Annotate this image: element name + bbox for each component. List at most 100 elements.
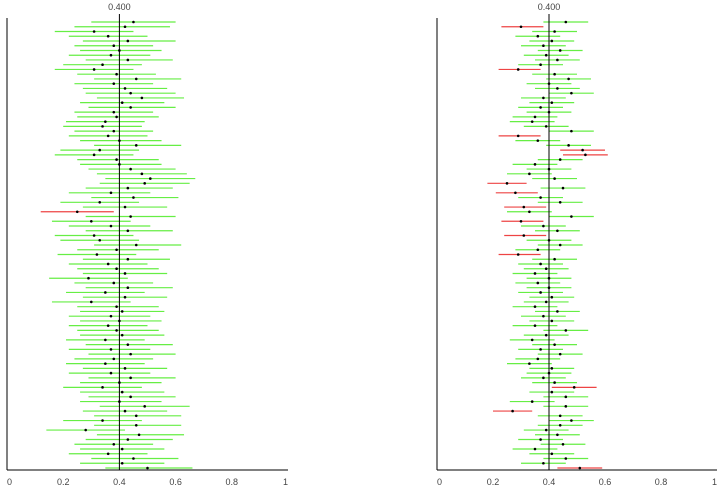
point-estimate [104,120,107,123]
point-estimate [570,91,573,95]
point-estimate [134,144,138,147]
point-estimate [553,343,556,346]
point-estimate [536,139,540,142]
point-estimate [112,442,116,446]
point-estimate [558,414,562,418]
point-estimate [106,324,110,327]
point-estimate [101,125,104,128]
point-estimate [112,281,116,285]
point-estimate [140,96,144,100]
point-estimate [123,25,127,29]
point-estimate [533,447,537,451]
chart-panel-wide-intervals: 0 0.2 0.4 0.6 0.8 1 0.400 [6,2,288,487]
point-estimate [558,243,562,247]
point-estimate [129,91,132,95]
point-estimate [134,77,138,81]
point-estimate [516,253,520,256]
point-estimate [570,419,573,422]
point-estimate [132,457,135,460]
point-estimate [544,53,548,57]
point-estimate [570,215,573,218]
point-estimate [123,409,127,413]
point-estimate [514,191,517,195]
point-estimate [558,158,562,161]
point-estimate [522,234,526,237]
point-estimate [126,229,130,233]
point-estimate [553,72,556,76]
point-estimate [126,343,130,346]
point-estimate [564,405,568,408]
point-estimate [109,348,113,351]
point-estimate [137,433,141,437]
point-estimate [505,182,509,185]
reference-label: 0.400 [538,2,561,12]
point-estimate [120,461,124,465]
point-estimate [561,442,565,446]
point-estimate [530,338,534,342]
point-estimate [120,390,124,394]
point-estimate [528,362,531,365]
point-estimate [584,153,587,157]
point-estimate [106,452,110,456]
point-estimate [550,390,554,394]
point-estimate [550,452,554,456]
point-estimate [101,419,104,422]
point-estimate [98,200,102,204]
point-estimate [123,367,127,370]
point-estimate [550,39,554,43]
point-estimate [567,144,570,147]
point-estimate [581,148,584,152]
point-estimate [115,267,118,271]
point-estimate [92,68,96,71]
point-estimate [528,210,531,214]
point-estimate [556,433,559,437]
point-estimate [106,262,110,266]
point-estimate [558,352,562,356]
point-estimate [544,300,548,304]
point-estimate [126,286,130,290]
point-estimate [143,405,146,408]
point-estimate [553,257,556,261]
x-tick-label: 1 [283,477,288,487]
point-estimate [539,438,542,441]
point-estimate [533,324,537,327]
x-tick-label: 0.2 [57,477,70,487]
point-estimate [516,68,520,71]
point-estimate [519,25,523,29]
point-estimate [542,44,545,48]
point-estimate [544,428,548,432]
point-estimate [126,39,130,43]
x-tick-label: 0 [7,477,12,487]
chart-panel-narrow-intervals: 0 0.2 0.4 0.6 0.8 1 0.400 [436,2,717,487]
point-estimate [104,338,107,342]
point-estimate [129,215,132,218]
point-estimate [542,224,545,228]
point-estimate [556,229,559,233]
point-estimate [539,291,542,294]
point-estimate [75,210,79,214]
point-estimate [115,72,118,76]
point-estimate [129,376,132,380]
x-tick-label: 0.4 [113,477,126,487]
point-estimate [539,196,542,199]
x-tick-label: 0 [437,477,442,487]
point-estimate [84,428,87,432]
point-estimate [567,77,570,81]
point-estimate [556,310,559,313]
point-estimate [553,381,556,384]
point-estimate [126,257,130,261]
point-estimate [123,295,127,299]
point-estimate [132,196,135,199]
point-estimate [530,400,534,403]
x-tick-label: 0.6 [169,477,182,487]
point-estimate [556,58,559,62]
point-estimate [553,30,556,33]
point-estimate [572,386,576,389]
point-estimate [126,58,130,62]
point-estimate [539,106,542,109]
x-tick-label: 0.6 [599,477,612,487]
point-estimate [106,134,110,138]
point-estimate [536,357,540,361]
x-tick-label: 1 [712,477,717,487]
point-estimate [115,329,118,332]
